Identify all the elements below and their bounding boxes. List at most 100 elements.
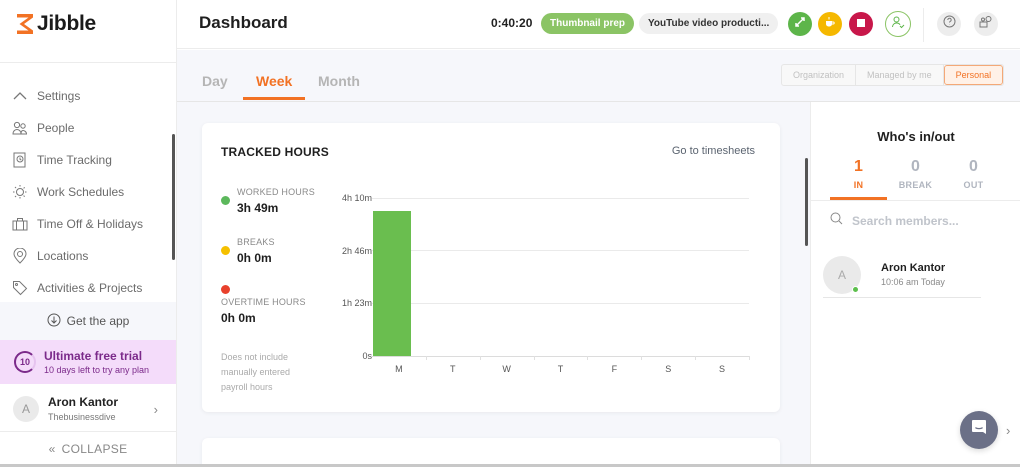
- yellow-dot-icon: [221, 246, 230, 255]
- schedule-icon: [12, 184, 28, 200]
- tracked-hours-chart: 4h 10m 2h 46m 1h 23m 0s M T W T F S S: [322, 183, 762, 383]
- avatar-initial: A: [837, 267, 846, 282]
- stop-timer-button[interactable]: [849, 12, 873, 36]
- sidebar-item-label: Locations: [37, 249, 89, 263]
- current-project-pill[interactable]: YouTube video producti...: [639, 13, 779, 34]
- logo[interactable]: Jibble: [16, 12, 96, 36]
- trial-banner[interactable]: 10 Ultimate free trial 10 days left to t…: [0, 340, 176, 384]
- stat-label: IN: [853, 180, 864, 190]
- y-tick-label: 1h 23m: [341, 298, 372, 308]
- chevron-up-icon: [12, 88, 28, 104]
- search-members-input[interactable]: [852, 214, 1002, 228]
- gridline: [372, 303, 749, 304]
- scope-selector: Organization Managed by me Personal: [781, 64, 1005, 86]
- divider: [923, 8, 924, 42]
- switch-activity-button[interactable]: [788, 12, 812, 36]
- member-search: [830, 212, 1002, 230]
- x-tick-label: S: [665, 364, 672, 374]
- stat-break-tab[interactable]: 0 BREAK: [887, 158, 944, 190]
- sidebar: Jibble Settings People Time Tracking Wor…: [0, 0, 177, 467]
- page-title: Dashboard: [199, 13, 288, 32]
- sidebar-item-work-schedules[interactable]: Work Schedules: [0, 176, 177, 208]
- divider: [811, 200, 1020, 201]
- question-circle-icon: [943, 15, 956, 33]
- x-tick-label: W: [502, 364, 511, 374]
- x-tick: [533, 356, 535, 360]
- sidebar-item-time-off[interactable]: Time Off & Holidays: [0, 208, 177, 240]
- period-tabs: Day Week Month Organization Managed by m…: [177, 50, 1020, 102]
- tag-icon: [12, 280, 28, 296]
- member-name: Aron Kantor: [881, 262, 946, 274]
- sidebar-item-activities-projects[interactable]: Activities & Projects: [0, 272, 177, 304]
- user-profile-button[interactable]: A Aron Kantor Thebusinessdive ›: [0, 386, 176, 432]
- legend-label: WORKED HOURS: [237, 187, 315, 197]
- coffee-cup-icon: [824, 15, 836, 33]
- whos-in-out-panel: Who's in/out 1 IN 0 BREAK 0 OUT A Aron K…: [810, 102, 1020, 467]
- sidebar-item-people[interactable]: People: [0, 112, 177, 144]
- stat-label: BREAK: [898, 180, 933, 190]
- sidebar-item-locations[interactable]: Locations: [0, 240, 177, 272]
- brand-name: Jibble: [37, 12, 96, 35]
- legend-label: BREAKS: [237, 237, 275, 247]
- panel-title: Who's in/out: [877, 129, 955, 144]
- stat-count: 0: [969, 158, 978, 175]
- stat-in-tab[interactable]: 1 IN: [830, 158, 887, 190]
- legend-value: 0h 0m: [237, 251, 272, 265]
- sidebar-item-time-tracking[interactable]: Time Tracking: [0, 144, 177, 176]
- x-tick-label: S: [719, 364, 726, 374]
- sidebar-item-settings[interactable]: Settings: [0, 80, 177, 112]
- clock-in-member-button[interactable]: [885, 11, 911, 37]
- sidebar-item-label: Work Schedules: [37, 185, 125, 199]
- active-stat-indicator: [830, 197, 887, 200]
- x-tick-label: T: [450, 364, 456, 374]
- legend-breaks: BREAKS 0h 0m: [221, 237, 275, 265]
- collapse-button[interactable]: « COLLAPSE: [0, 435, 176, 463]
- double-chevron-left-icon: «: [48, 442, 56, 456]
- download-icon: [47, 313, 61, 330]
- user-name: Aron Kantor: [48, 395, 118, 409]
- divider: [0, 62, 177, 63]
- chat-bubble-icon: [971, 419, 987, 442]
- chevron-right-icon[interactable]: ›: [1006, 423, 1011, 438]
- y-tick-label: 2h 46m: [341, 246, 372, 256]
- trial-subtitle: 10 days left to try any plan: [44, 365, 150, 375]
- get-app-button[interactable]: Get the app: [0, 302, 176, 340]
- get-app-label: Get the app: [66, 314, 130, 328]
- chart-bar[interactable]: [373, 211, 411, 356]
- scope-organization-button[interactable]: Organization: [782, 65, 857, 85]
- location-pin-icon: [12, 248, 28, 264]
- scope-managed-button[interactable]: Managed by me: [856, 65, 944, 85]
- main-scrollbar[interactable]: [805, 158, 808, 246]
- secondary-card: [202, 438, 780, 467]
- sidebar-item-label: Time Off & Holidays: [37, 217, 144, 231]
- switch-arrows-icon: [794, 15, 806, 33]
- tab-month[interactable]: Month: [318, 73, 360, 89]
- chevron-right-icon: ›: [153, 402, 158, 417]
- y-tick-label: 0s: [362, 351, 372, 361]
- stop-square-icon: [856, 15, 866, 33]
- help-button[interactable]: [937, 12, 961, 36]
- tab-week[interactable]: Week: [256, 73, 293, 89]
- active-tab-indicator: [243, 97, 305, 100]
- green-dot-icon: [221, 196, 230, 205]
- chat-support-button[interactable]: [960, 411, 998, 449]
- stat-out-tab[interactable]: 0 OUT: [945, 158, 1002, 190]
- member-list-item[interactable]: A Aron Kantor 10:06 am Today: [823, 252, 981, 298]
- window-bottom-edge: [0, 464, 1020, 467]
- tab-day[interactable]: Day: [202, 73, 228, 89]
- go-to-timesheets-link[interactable]: Go to timesheets: [671, 145, 755, 157]
- sidebar-scrollbar[interactable]: [172, 134, 175, 260]
- current-activity-pill[interactable]: Thumbnail prep: [541, 13, 634, 34]
- x-tick: [425, 356, 427, 360]
- legend-value: 3h 49m: [237, 201, 279, 215]
- x-tick: [695, 356, 697, 360]
- x-tick: [641, 356, 643, 360]
- hourglass-logo-icon: [16, 13, 34, 35]
- settings-menu-button[interactable]: [974, 12, 998, 36]
- sidebar-item-label: People: [37, 121, 75, 135]
- sidebar-item-label: Activities & Projects: [37, 281, 143, 295]
- scope-personal-button[interactable]: Personal: [943, 65, 1004, 85]
- start-break-button[interactable]: [818, 12, 842, 36]
- avatar: A: [823, 255, 861, 294]
